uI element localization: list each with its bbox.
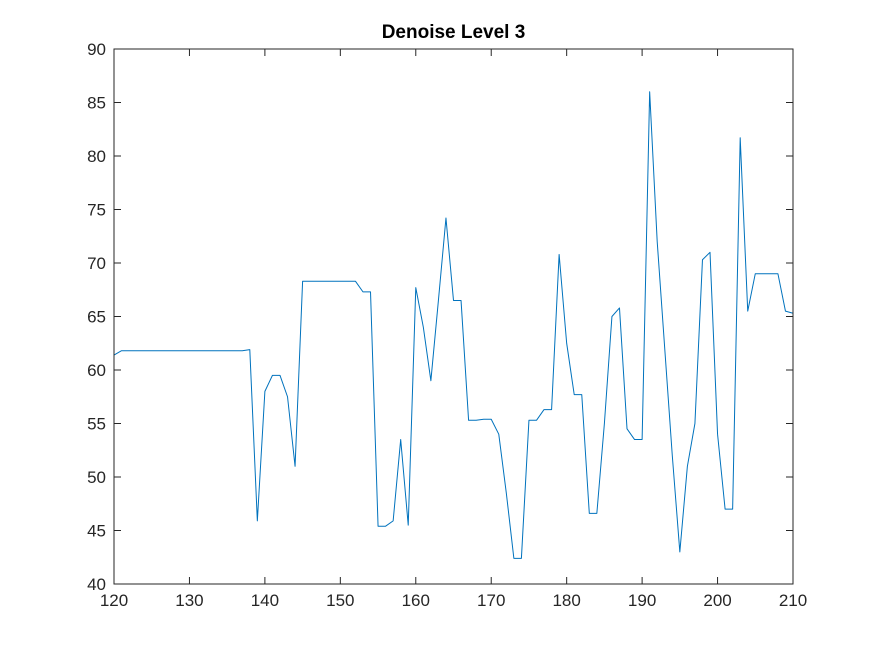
- x-tick-label: 130: [175, 591, 203, 610]
- ticks-layer: 120 130 140 150 160 170 180 190 200 210 40 45 50 55 60…: [87, 40, 807, 610]
- x-tick-label: 170: [477, 591, 505, 610]
- x-tick-label: 190: [628, 591, 656, 610]
- y-tick-label: 70: [87, 254, 106, 273]
- y-tick-label: 85: [87, 94, 106, 113]
- y-tick-label: 40: [87, 575, 106, 594]
- y-tick-label: 60: [87, 361, 106, 380]
- chart-title: Denoise Level 3: [382, 22, 526, 43]
- y-tick-label: 75: [87, 201, 106, 220]
- x-tick-label: 180: [552, 591, 580, 610]
- series-line: [113, 91, 794, 559]
- plot-area: [114, 49, 793, 584]
- y-tick-label: 80: [87, 147, 106, 166]
- x-tick-label: 120: [100, 591, 128, 610]
- x-tick-label: 210: [779, 591, 807, 610]
- y-tick-label: 50: [87, 468, 106, 487]
- y-tick-label: 55: [87, 415, 106, 434]
- x-tick-label: 140: [251, 591, 279, 610]
- y-tick-label: 90: [87, 40, 106, 59]
- x-tick-label: 150: [326, 591, 354, 610]
- series-layer: [113, 91, 794, 559]
- y-tick-label: 65: [87, 308, 106, 327]
- x-tick-label: 200: [703, 591, 731, 610]
- y-tick-label: 45: [87, 522, 106, 541]
- x-tick-label: 160: [402, 591, 430, 610]
